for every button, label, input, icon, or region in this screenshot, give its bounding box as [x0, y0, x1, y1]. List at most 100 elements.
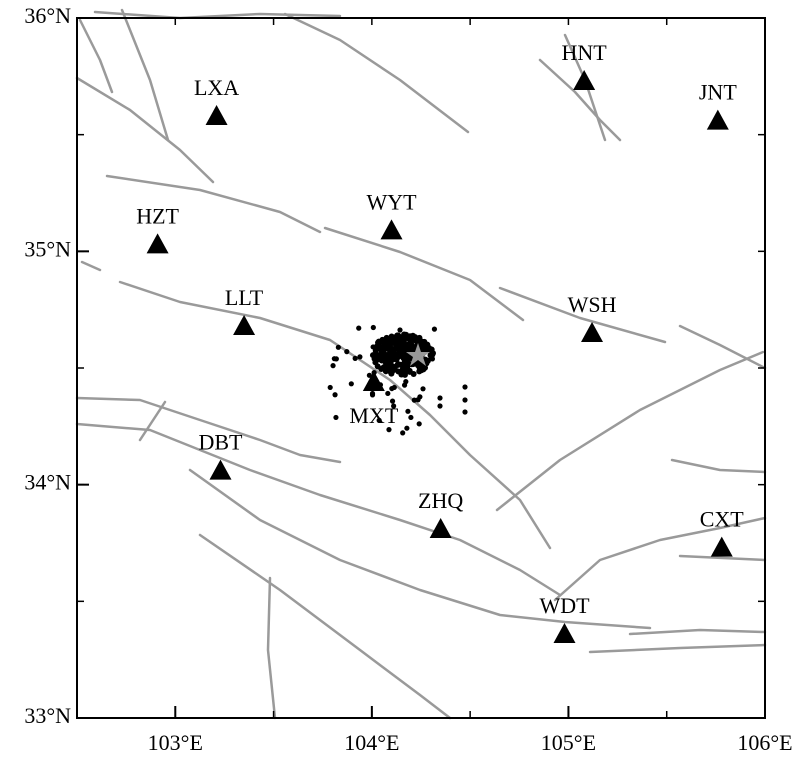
quake [384, 359, 391, 366]
quake [407, 333, 414, 340]
quake [384, 346, 390, 352]
station [205, 105, 228, 125]
quake [420, 346, 427, 353]
station-label: HZT [136, 203, 179, 228]
fault [283, 12, 470, 134]
fault [138, 400, 167, 442]
quake [330, 363, 336, 369]
fault [120, 8, 170, 142]
quake [369, 390, 376, 397]
quake [390, 368, 396, 375]
station-label: JNT [699, 80, 737, 105]
quake [370, 344, 376, 350]
fault [78, 18, 114, 94]
quake [407, 342, 414, 349]
quake [331, 356, 337, 362]
quake [356, 325, 362, 331]
quake [437, 395, 443, 401]
fault [75, 422, 562, 597]
lon-tick-label: 106°E [737, 730, 792, 755]
station [380, 219, 403, 240]
quake [332, 392, 338, 398]
faults [75, 8, 767, 720]
quake [385, 390, 391, 397]
fault [670, 458, 767, 474]
quake [429, 356, 435, 362]
quake [462, 409, 468, 415]
fault [105, 174, 322, 234]
quake [357, 354, 363, 360]
quake [376, 344, 383, 351]
quake [391, 403, 397, 409]
quake [401, 331, 408, 338]
fault [266, 576, 277, 720]
quake [370, 324, 376, 331]
lat-tick-label: 33°N [24, 703, 71, 728]
station [209, 459, 232, 480]
station [146, 233, 169, 254]
quake [335, 344, 341, 350]
fault [188, 468, 652, 630]
fault [93, 10, 342, 20]
quake [420, 386, 426, 392]
quake [397, 335, 403, 341]
station-label: CXT [700, 507, 745, 532]
quake [420, 366, 427, 373]
quake [426, 344, 433, 351]
lat-tick-label: 34°N [24, 470, 71, 495]
quake [366, 372, 372, 378]
station-label: LLT [225, 285, 264, 310]
quake [401, 340, 408, 347]
quake [352, 355, 358, 361]
quake [408, 414, 414, 421]
quake [374, 363, 381, 370]
lon-tick-label: 105°E [541, 730, 596, 755]
quake [344, 349, 350, 355]
station-label: DBT [198, 430, 243, 455]
epicenter-star [406, 343, 430, 366]
station [553, 623, 576, 643]
fault [588, 643, 767, 654]
fault [628, 628, 767, 636]
station [573, 70, 596, 90]
station-label: MXT [349, 403, 398, 428]
station [581, 322, 604, 342]
station [706, 109, 729, 130]
quake [462, 384, 468, 390]
fault [498, 286, 667, 344]
fault [118, 280, 552, 550]
quake [389, 398, 396, 404]
quake [327, 384, 333, 391]
quake [462, 397, 468, 403]
quake [403, 379, 409, 385]
station-label: WSH [568, 292, 617, 317]
fault [80, 260, 102, 272]
quake [403, 355, 410, 362]
quake [386, 341, 393, 348]
fault [553, 516, 767, 602]
quake [399, 349, 406, 356]
station [710, 536, 733, 557]
fault [538, 58, 622, 142]
station [429, 518, 452, 538]
fault [495, 350, 765, 512]
quake [431, 326, 438, 332]
quake [400, 430, 406, 436]
earthquakes [327, 324, 468, 436]
quake [416, 421, 422, 427]
quake [376, 417, 382, 423]
quake [417, 394, 423, 400]
station-label: LXA [194, 75, 239, 100]
quake [333, 414, 339, 421]
station [233, 315, 256, 335]
station-label: WYT [366, 189, 417, 214]
quake [381, 341, 388, 348]
station [362, 371, 385, 391]
fault [75, 396, 342, 464]
quake [348, 381, 354, 387]
station-label: WDT [539, 593, 590, 618]
fault [323, 226, 525, 322]
quake [380, 353, 387, 360]
quake [405, 408, 411, 414]
